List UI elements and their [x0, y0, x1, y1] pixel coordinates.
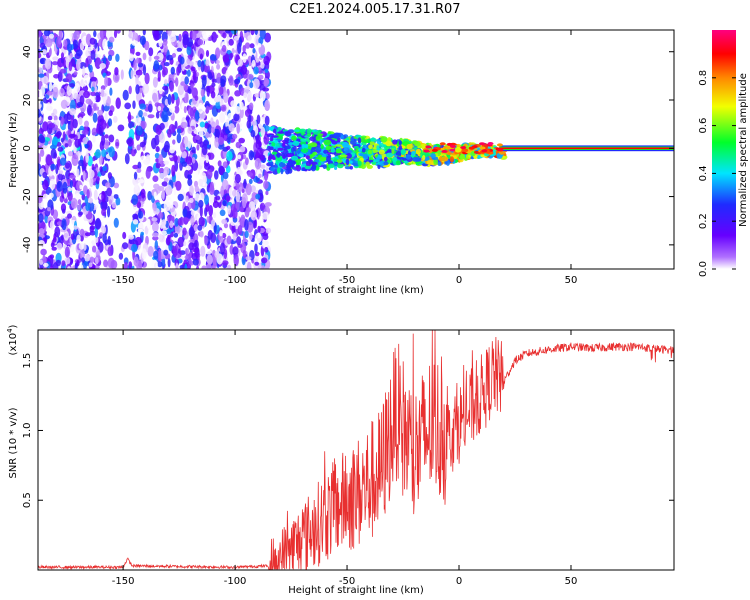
snr-series-line — [38, 330, 674, 570]
snr-y-tick-label: 1.5 — [22, 353, 33, 369]
colorbar-tick-label: 0.8 — [698, 70, 709, 86]
snr-y-tick-label: 0.5 — [22, 492, 33, 508]
colorbar-tick-label: 0.6 — [698, 118, 709, 134]
snr-x-tick-label: 0 — [456, 576, 462, 587]
spectrogram-y-label: Frequency (Hz) — [8, 112, 19, 188]
spectrogram-heatmap — [38, 30, 674, 269]
spectrogram-x-label: Height of straight line (km) — [288, 285, 424, 296]
snr-x-tick-label: -150 — [112, 576, 135, 587]
colorbar-tick-label: 0.4 — [698, 165, 709, 181]
snr-frame — [37, 329, 675, 571]
snr-y-tick-label: 1.0 — [22, 423, 33, 439]
spectrogram-y-tick-label: -20 — [22, 188, 33, 204]
snr-axes: -150 -100 -50 0 50 0.5 1.0 1.5 — [22, 330, 674, 587]
colorbar — [712, 30, 736, 269]
colorbar-axis: 0.0 0.2 0.4 0.6 0.8 — [698, 70, 736, 277]
spectrogram-x-tick-label: -150 — [112, 275, 135, 286]
chart-title: C2E1.2024.005.17.31.R07 — [289, 2, 461, 17]
spectrogram-frame — [37, 29, 675, 270]
spectrogram-y-tick-label: 0 — [22, 145, 33, 151]
spectrogram-x-tick-label: 50 — [565, 275, 578, 286]
colorbar-label: Normalized spectral amplitude — [738, 73, 749, 227]
spectrogram-y-tick-label: -40 — [22, 237, 33, 253]
spectrogram-x-tick-label: 0 — [456, 275, 462, 286]
snr-x-tick-label: -50 — [339, 576, 355, 587]
spectrogram-y-tick-label: 20 — [22, 94, 33, 107]
spectrogram-x-tick-label: -100 — [224, 275, 247, 286]
snr-y-label: SNR (10 * v/v) — [8, 407, 19, 478]
spectrogram-y-tick-label: 40 — [22, 45, 33, 58]
colorbar-tick-label: 0.0 — [698, 261, 709, 277]
spectrogram-x-tick-label: -50 — [339, 275, 355, 286]
spectrogram-axes: -150 -100 -50 0 50 -40 -20 0 20 40 — [22, 30, 674, 286]
colorbar-tick-label: 0.2 — [698, 213, 709, 229]
snr-x-tick-label: 50 — [565, 576, 578, 587]
snr-x-label: Height of straight line (km) — [288, 585, 424, 596]
snr-x-tick-label: -100 — [224, 576, 247, 587]
snr-y-multiplier: (x104) — [6, 324, 19, 355]
